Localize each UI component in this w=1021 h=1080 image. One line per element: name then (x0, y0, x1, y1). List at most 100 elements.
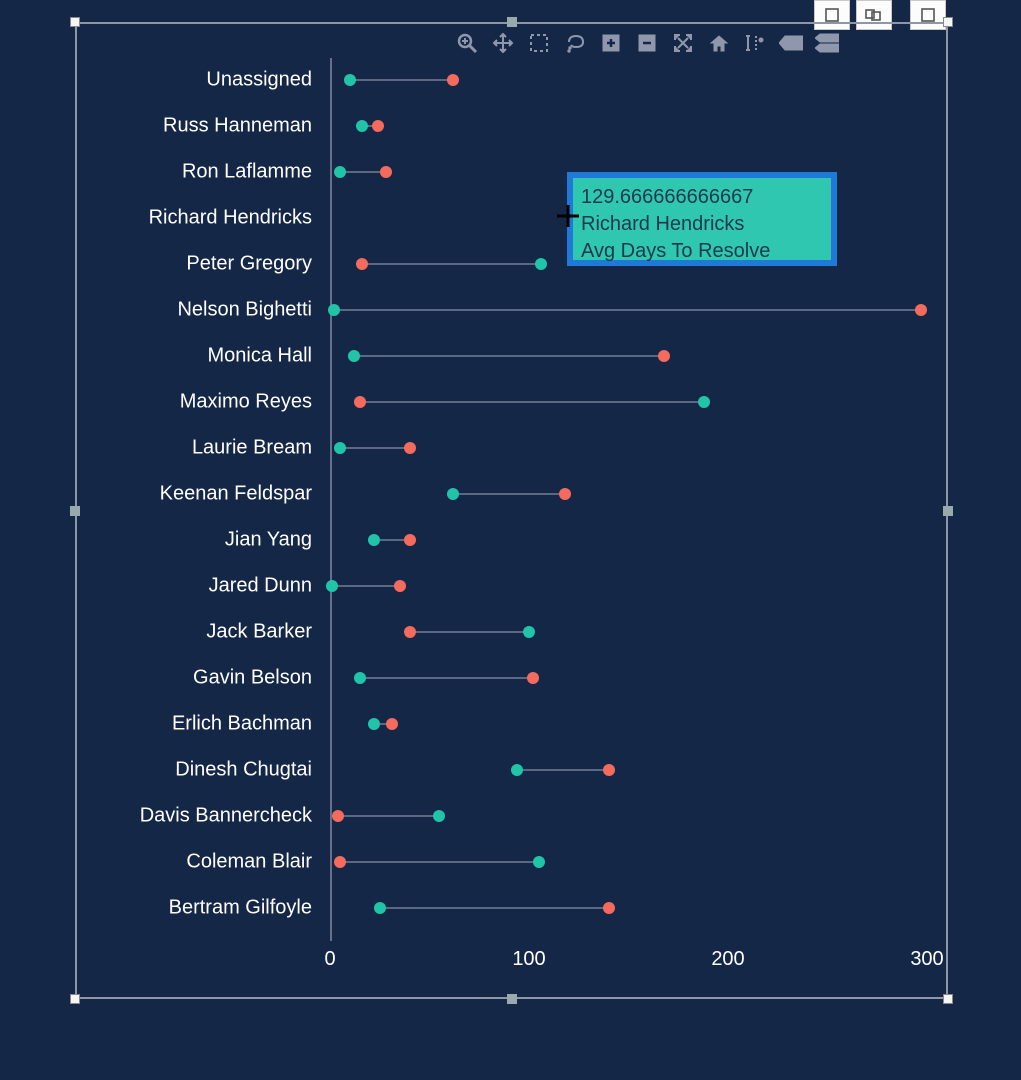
series-a-marker[interactable] (535, 258, 547, 270)
range-segment (453, 493, 564, 495)
compare-hover-icon[interactable] (814, 30, 840, 56)
y-category-label: Laurie Bream (192, 437, 312, 460)
series-b-marker[interactable] (356, 258, 368, 270)
selection-handle[interactable] (943, 994, 953, 1004)
lasso-icon[interactable] (562, 30, 588, 56)
y-category-label: Maximo Reyes (180, 391, 312, 414)
y-category-label: Richard Hendricks (149, 207, 312, 230)
selection-handle[interactable] (70, 994, 80, 1004)
series-b-marker[interactable] (386, 718, 398, 730)
series-a-marker[interactable] (374, 902, 386, 914)
series-a-marker[interactable] (334, 442, 346, 454)
series-a-marker[interactable] (368, 534, 380, 546)
series-b-marker[interactable] (380, 166, 392, 178)
series-b-marker[interactable] (394, 580, 406, 592)
series-b-marker[interactable] (658, 350, 670, 362)
chart-panel[interactable]: 0 100 200 300 Unassigned Russ Hanneman Ron La… (75, 22, 948, 999)
y-category-label: Jack Barker (206, 621, 312, 644)
pan-icon[interactable] (490, 30, 516, 56)
reset-icon[interactable] (706, 30, 732, 56)
range-segment (332, 585, 400, 587)
range-segment (338, 815, 439, 817)
range-segment (360, 401, 704, 403)
series-b-marker[interactable] (332, 810, 344, 822)
series-a-marker[interactable] (348, 350, 360, 362)
series-a-marker[interactable] (698, 396, 710, 408)
range-segment (340, 447, 410, 449)
series-b-marker[interactable] (404, 442, 416, 454)
range-segment (410, 631, 529, 633)
chart-toolbar (454, 30, 840, 56)
y-category-label: Davis Bannercheck (140, 805, 312, 828)
series-b-marker[interactable] (915, 304, 927, 316)
range-segment (350, 79, 453, 81)
zoom-icon[interactable] (454, 30, 480, 56)
series-b-marker[interactable] (372, 120, 384, 132)
range-segment (334, 309, 921, 311)
y-category-label: Unassigned (206, 69, 312, 92)
range-segment (380, 907, 609, 909)
y-category-label: Bertram Gilfoyle (169, 897, 312, 920)
y-category-label: Monica Hall (208, 345, 312, 368)
series-b-marker[interactable] (447, 74, 459, 86)
y-category-label: Dinesh Chugtai (175, 759, 312, 782)
series-a-marker[interactable] (433, 810, 445, 822)
selection-handle[interactable] (943, 17, 953, 27)
series-a-marker[interactable] (368, 718, 380, 730)
series-b-marker[interactable] (404, 534, 416, 546)
range-segment (354, 355, 664, 357)
selection-handle[interactable] (70, 506, 80, 516)
autoscale-icon[interactable] (670, 30, 696, 56)
series-a-marker[interactable] (326, 580, 338, 592)
x-tick-label: 300 (910, 948, 943, 971)
series-a-marker[interactable] (447, 488, 459, 500)
y-category-label: Jared Dunn (209, 575, 312, 598)
y-category-label: Jian Yang (225, 529, 312, 552)
y-category-label: Gavin Belson (193, 667, 312, 690)
zoom-out-icon[interactable] (634, 30, 660, 56)
selection-handle[interactable] (507, 994, 517, 1004)
series-a-marker[interactable] (533, 856, 545, 868)
series-b-marker[interactable] (334, 856, 346, 868)
hover-tooltip: 129.666666666667 Richard Hendricks Avg D… (567, 172, 837, 266)
series-b-marker[interactable] (354, 396, 366, 408)
y-category-label: Keenan Feldspar (160, 483, 312, 506)
x-tick-label: 0 (324, 948, 335, 971)
y-category-label: Erlich Bachman (172, 713, 312, 736)
series-b-marker[interactable] (603, 902, 615, 914)
y-category-label: Ron Laflamme (182, 161, 312, 184)
series-a-marker[interactable] (354, 672, 366, 684)
series-b-marker[interactable] (527, 672, 539, 684)
selection-handle[interactable] (507, 17, 517, 27)
range-segment (517, 769, 609, 771)
x-tick-label: 200 (711, 948, 744, 971)
series-a-marker[interactable] (511, 764, 523, 776)
range-segment (362, 263, 541, 265)
selection-handle[interactable] (70, 17, 80, 27)
series-b-marker[interactable] (404, 626, 416, 638)
hover-label-icon[interactable] (778, 30, 804, 56)
y-category-label: Coleman Blair (186, 851, 312, 874)
x-tick-label: 100 (512, 948, 545, 971)
series-a-marker[interactable] (523, 626, 535, 638)
box-select-icon[interactable] (526, 30, 552, 56)
series-a-marker[interactable] (328, 304, 340, 316)
y-category-label: Peter Gregory (186, 253, 312, 276)
series-a-marker[interactable] (344, 74, 356, 86)
series-a-marker[interactable] (334, 166, 346, 178)
spike-lines-icon[interactable] (742, 30, 768, 56)
series-b-marker[interactable] (603, 764, 615, 776)
tooltip-category: Richard Hendricks (581, 211, 823, 238)
y-category-label: Russ Hanneman (163, 115, 312, 138)
zoom-in-icon[interactable] (598, 30, 624, 56)
range-segment (340, 861, 539, 863)
tooltip-value: 129.666666666667 (581, 184, 823, 211)
y-axis-line (330, 58, 332, 941)
hover-crosshair-icon (557, 205, 579, 227)
selection-handle[interactable] (943, 506, 953, 516)
page: 0 100 200 300 Unassigned Russ Hanneman Ron La… (0, 0, 1021, 1080)
series-b-marker[interactable] (559, 488, 571, 500)
tooltip-metric: Avg Days To Resolve (581, 238, 823, 265)
series-a-marker[interactable] (356, 120, 368, 132)
y-category-label: Nelson Bighetti (177, 299, 312, 322)
